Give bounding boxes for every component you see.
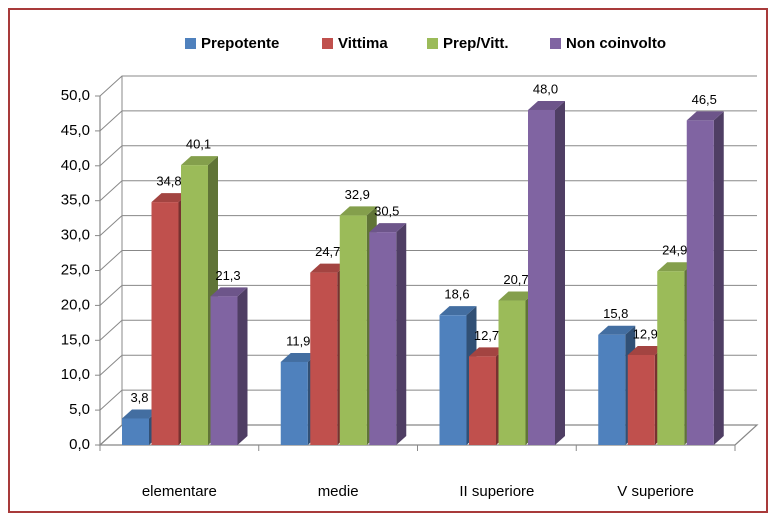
bar-side [555, 100, 565, 446]
value-label: 48,0 [533, 81, 558, 96]
bar [439, 315, 467, 445]
value-label: 46,5 [692, 92, 717, 107]
value-label: 34,8 [156, 174, 181, 189]
y-tick-label: 35,0 [61, 192, 90, 209]
bar-side [237, 287, 248, 445]
value-label: 24,9 [662, 243, 687, 258]
x-tick-label: II superiore [459, 483, 534, 500]
value-label: 30,5 [374, 204, 399, 219]
bar-top [686, 111, 724, 121]
value-label: 11,9 [286, 333, 310, 348]
bar-top [657, 262, 695, 272]
y-tick-label: 10,0 [61, 366, 90, 383]
bar-top [498, 291, 536, 301]
legend-swatch [322, 38, 333, 49]
bar [210, 296, 238, 445]
y-tick-label: 5,0 [69, 401, 90, 418]
y-tick-label: 15,0 [61, 331, 90, 348]
legend-swatch [550, 38, 561, 49]
bar-top [122, 409, 159, 419]
x-tick-label: elementare [142, 483, 217, 500]
bar-top [151, 193, 189, 203]
x-tick-label: V superiore [617, 483, 694, 500]
value-label: 24,7 [315, 244, 340, 259]
value-label: 40,1 [186, 137, 211, 152]
bar [181, 165, 208, 446]
bar-top [469, 347, 506, 357]
y-tick-label: 40,0 [61, 157, 90, 174]
legend-swatch [427, 38, 438, 49]
bar-top [369, 223, 407, 233]
value-label: 18,6 [444, 287, 469, 302]
bar-top [181, 156, 218, 166]
bar-top [598, 325, 636, 335]
legend-label: Prep/Vitt. [443, 35, 509, 52]
bar-side [713, 111, 724, 446]
x-tick-label: medie [318, 483, 359, 500]
y-tick-label: 30,0 [61, 227, 90, 244]
bar-top [310, 263, 348, 273]
bar [598, 334, 626, 445]
bar-top [439, 306, 477, 316]
value-label: 32,9 [345, 187, 370, 202]
value-label: 3,8 [130, 390, 148, 405]
bar-top [339, 206, 377, 216]
y-tick-label: 45,0 [61, 122, 90, 139]
bar [469, 356, 496, 445]
legend-label: Vittima [338, 35, 388, 52]
value-label: 12,7 [474, 328, 499, 343]
y-tick-label: 25,0 [61, 261, 90, 278]
bar [498, 300, 526, 445]
bar-top [280, 352, 318, 362]
bar-top [210, 287, 248, 297]
bar-top [528, 100, 565, 110]
value-label: 15,8 [603, 306, 628, 321]
bar [528, 109, 555, 446]
value-label: 21,3 [215, 268, 240, 283]
bar [686, 120, 714, 446]
bar [310, 272, 338, 445]
bar [280, 361, 308, 445]
y-tick-label: 50,0 [61, 87, 90, 104]
value-label: 12,9 [633, 326, 658, 341]
y-tick-label: 20,0 [61, 296, 90, 313]
y-tick-label: 0,0 [69, 436, 90, 453]
bar [151, 202, 179, 445]
legend-label: Prepotente [201, 35, 279, 52]
bar-top [627, 345, 665, 355]
legend-label: Non coinvolto [566, 35, 666, 52]
value-label: 20,7 [503, 272, 528, 287]
bar [339, 215, 367, 445]
bar [122, 418, 149, 445]
bar [657, 271, 685, 445]
bar-side [396, 223, 407, 445]
bar [627, 354, 655, 445]
bar [369, 232, 397, 445]
legend-swatch [185, 38, 196, 49]
grid-line [99, 75, 757, 97]
